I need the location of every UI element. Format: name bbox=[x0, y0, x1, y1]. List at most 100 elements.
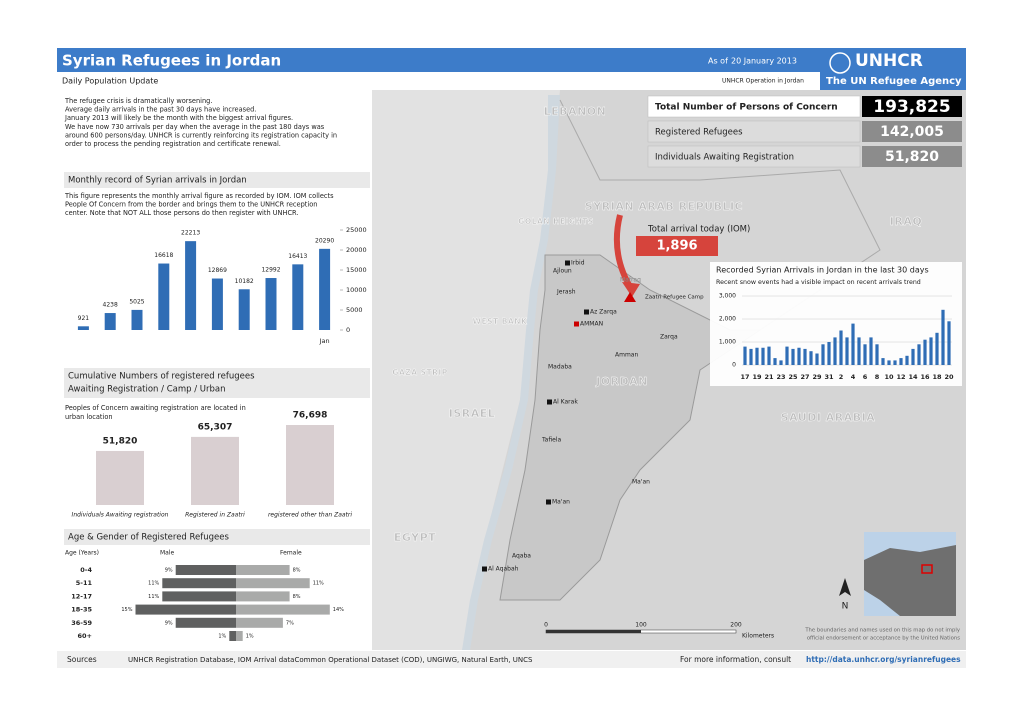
bar bbox=[158, 263, 170, 330]
today-label: Total arrival today (IOM) bbox=[647, 225, 750, 235]
total-value: 51,820 bbox=[885, 149, 939, 165]
camp-marker bbox=[624, 292, 636, 302]
x-tick-label: Jan bbox=[319, 337, 330, 345]
data-label: 11% bbox=[148, 594, 159, 600]
bar bbox=[292, 264, 304, 330]
inset-land bbox=[864, 545, 956, 616]
bar bbox=[791, 348, 795, 365]
city-marker bbox=[482, 566, 487, 572]
data-label: 65,307 bbox=[198, 422, 233, 432]
note: urban location bbox=[65, 413, 113, 421]
intro-line: Average daily arrivals in the past 30 da… bbox=[65, 106, 256, 114]
north-arrow bbox=[839, 578, 851, 596]
data-label: 8% bbox=[293, 594, 301, 600]
bar bbox=[917, 344, 921, 365]
x-tick-label: Individuals Awaiting registration bbox=[72, 512, 169, 519]
data-label: 921 bbox=[78, 315, 90, 322]
bar bbox=[893, 360, 897, 365]
bar bbox=[761, 347, 765, 365]
footer-bar bbox=[57, 651, 966, 668]
legend-female: Female bbox=[280, 550, 302, 557]
place-label: Madaba bbox=[548, 364, 572, 371]
logo-text: UNHCR bbox=[855, 51, 923, 71]
y-tick-label: 0 bbox=[732, 362, 736, 369]
scale-bar-fill bbox=[546, 630, 641, 633]
data-label: 14% bbox=[333, 607, 344, 613]
x-tick-label: Registered in Zaatri bbox=[185, 512, 245, 519]
bar bbox=[785, 346, 789, 365]
as-of: As of bbox=[708, 57, 728, 66]
bar bbox=[104, 313, 116, 330]
bar bbox=[229, 631, 236, 641]
bar bbox=[96, 450, 144, 505]
logo-sub: The UN Refugee Agency bbox=[826, 76, 962, 87]
subheader bbox=[57, 72, 820, 90]
inset-highlight bbox=[921, 564, 933, 574]
place-label: Ma'an bbox=[552, 499, 570, 506]
today-box bbox=[636, 236, 718, 256]
logo-box bbox=[820, 48, 966, 90]
city-marker bbox=[547, 399, 552, 405]
y-tick-label: 25000 bbox=[346, 226, 367, 234]
x-tick-label: 18 bbox=[932, 373, 942, 381]
bar bbox=[935, 332, 939, 365]
data-label: 9% bbox=[165, 620, 173, 626]
city-marker bbox=[546, 499, 551, 505]
monthly-heading-bg bbox=[64, 172, 370, 188]
total-label-box bbox=[647, 120, 861, 143]
more-info: For more information, consult bbox=[680, 655, 791, 664]
intro-panel bbox=[60, 95, 372, 161]
bar bbox=[162, 591, 236, 602]
country-label: SYRIAN ARAB REPUBLIC bbox=[585, 200, 743, 213]
source-link[interactable]: http://data.unhcr.org/syrianrefugees bbox=[806, 655, 961, 664]
arrow-head bbox=[622, 282, 640, 297]
scale-label: 200 bbox=[730, 622, 742, 629]
total-label: Registered Refugees bbox=[655, 128, 743, 138]
data-label: 12869 bbox=[208, 267, 227, 274]
data-label: 16618 bbox=[154, 252, 173, 259]
data-label: 16413 bbox=[288, 253, 307, 260]
bar bbox=[857, 337, 861, 365]
bar bbox=[827, 342, 831, 365]
bar bbox=[875, 344, 879, 365]
total-label-box bbox=[647, 95, 861, 118]
bar bbox=[211, 278, 223, 330]
place-label: Amman bbox=[615, 352, 638, 359]
total-value-box bbox=[862, 121, 962, 142]
recent-panel bbox=[710, 262, 962, 386]
place-label: Al Aqabah bbox=[488, 566, 519, 573]
y-tick-label: 20000 bbox=[346, 246, 367, 254]
bar bbox=[238, 289, 250, 330]
bar bbox=[911, 348, 915, 365]
bar bbox=[833, 337, 837, 365]
data-label: 76,698 bbox=[293, 411, 328, 421]
age-label: 12-17 bbox=[71, 592, 92, 600]
bar bbox=[821, 344, 825, 365]
country-label: JORDAN bbox=[595, 375, 648, 388]
country-label: SAUDI ARABIA bbox=[781, 411, 876, 424]
x-tick-label: 10 bbox=[884, 373, 894, 381]
bar bbox=[175, 565, 236, 575]
x-tick-label: 31 bbox=[824, 373, 834, 381]
x-tick-label: 16 bbox=[920, 373, 930, 381]
bar bbox=[773, 358, 777, 365]
bar bbox=[162, 578, 236, 589]
title: Syrian Refugees in Jordan bbox=[62, 52, 281, 70]
bar bbox=[869, 337, 873, 365]
place-label: Irbid bbox=[571, 260, 585, 267]
section-heading: Cumulative Numbers of registered refugee… bbox=[68, 372, 255, 382]
subtitle: Daily Population Update bbox=[62, 77, 158, 86]
data-label: 7% bbox=[286, 620, 294, 626]
x-tick-label: 14 bbox=[908, 373, 918, 381]
note: Peoples of Concern awaiting registration… bbox=[65, 404, 246, 412]
x-tick-label: 2 bbox=[839, 373, 844, 381]
city-marker bbox=[565, 260, 570, 266]
scale-label: Kilometers bbox=[742, 633, 774, 640]
bar bbox=[863, 344, 867, 365]
intro-line: The refugee crisis is dramatically worse… bbox=[64, 97, 212, 105]
country-label: GOLAN HEIGHTS bbox=[518, 217, 594, 226]
bar bbox=[755, 347, 759, 365]
country-label: WEST BANK bbox=[473, 317, 528, 326]
country-label: LEBANON bbox=[544, 105, 607, 118]
